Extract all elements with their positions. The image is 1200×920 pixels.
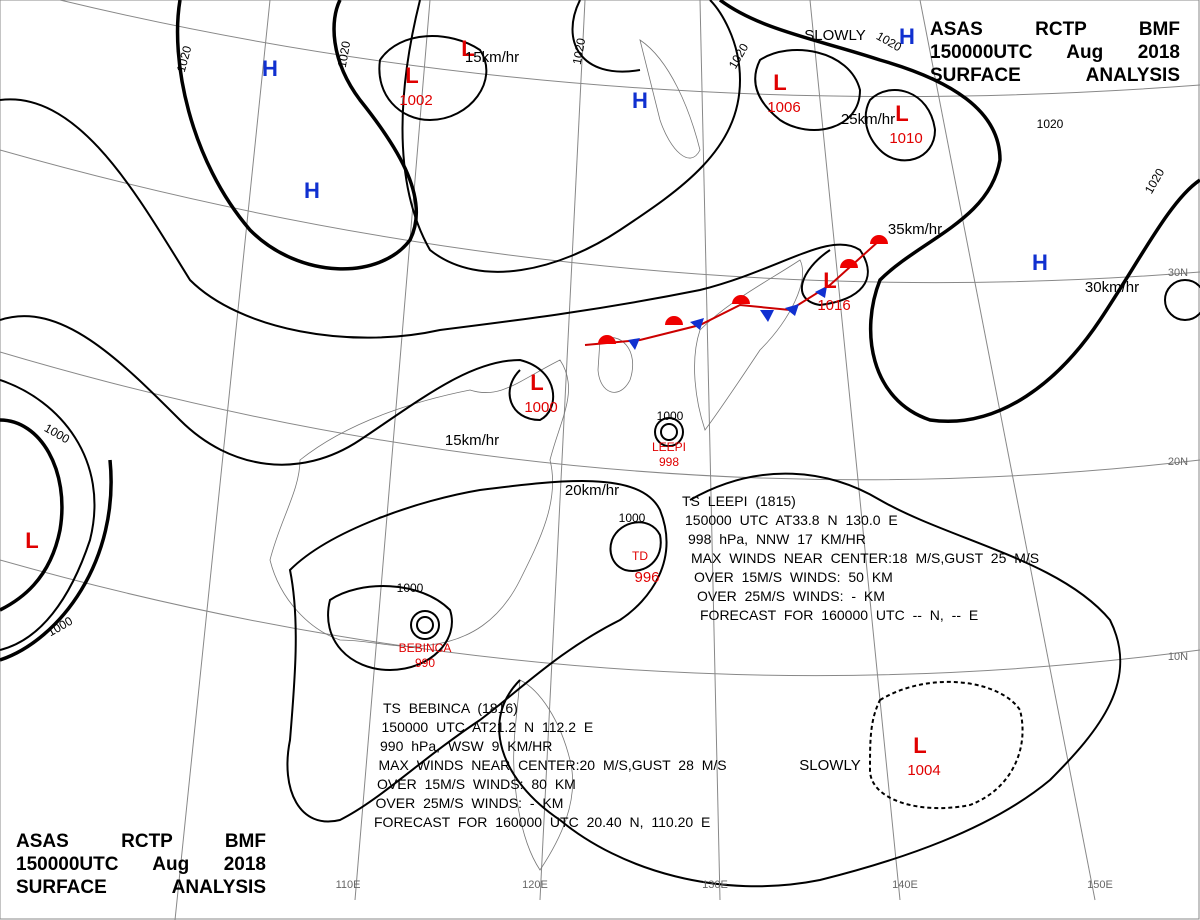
grid-label: 30N [1168, 267, 1188, 279]
storm-pressure: 990 [415, 656, 435, 670]
pressure-center: L [405, 63, 418, 88]
title-line: ASAS RCTP BMF [16, 831, 266, 852]
pressure-value: 1010 [889, 130, 922, 147]
grid-label: 10N [1168, 651, 1188, 663]
storm-name: TD [632, 549, 648, 563]
motion-label: 15km/hr [465, 49, 519, 66]
pressure-center: H [262, 56, 278, 81]
storm-name: BEBINCA [399, 641, 452, 655]
storm-pressure: 996 [634, 569, 659, 586]
motion-label: SLOWLY [804, 27, 865, 44]
pressure-center: H [1032, 250, 1048, 275]
advisory-line: TS LEEPI (1815) [682, 493, 796, 509]
motion-label: SLOWLY [799, 757, 860, 774]
isobar-label: 1000 [397, 581, 424, 595]
title-line: ASAS RCTP BMF [930, 19, 1180, 40]
motion-label: 35km/hr [888, 221, 942, 238]
pressure-center: L [25, 528, 38, 553]
pressure-center: L [823, 268, 836, 293]
isobar-label: 1020 [174, 44, 195, 74]
advisory-line: OVER 15M/S WINDS: 50 KM [694, 569, 893, 585]
pressure-center: L [461, 36, 474, 61]
advisory-line: 990 hPa, WSW 9 KM/HR [380, 738, 552, 754]
advisory-line: FORECAST FOR 160000 UTC 20.40 N, 110.20 … [374, 814, 710, 830]
advisory-line: OVER 25M/S WINDS: - KM [697, 588, 885, 604]
title-bottom: ASAS RCTP BMF 150000UTC Aug 2018 SURFACE… [16, 830, 266, 899]
pressure-center: L [913, 733, 926, 758]
advisory-line: 998 hPa, NNW 17 KM/HR [688, 531, 866, 547]
grid-label: 150E [1087, 879, 1113, 891]
advisory-line: MAX WINDS NEAR CENTER:20 M/S,GUST 28 M/S [379, 757, 727, 773]
advisory-line: 150000 UTC AT33.8 N 130.0 E [685, 512, 898, 528]
motion-label: 25km/hr [841, 111, 895, 128]
advisory-line: 150000 UTC AT21.2 N 112.2 E [382, 719, 594, 735]
grid-label: 120E [522, 879, 548, 891]
motion-label: 15km/hr [445, 432, 499, 449]
grid-label: 110E [336, 879, 361, 891]
title-line: 150000UTC Aug 2018 [930, 42, 1180, 63]
pressure-center: L [530, 370, 543, 395]
title-line: 150000UTC Aug 2018 [16, 854, 266, 875]
title-line: SURFACE ANALYSIS [16, 877, 266, 898]
pressure-center: H [632, 88, 648, 113]
isobar-label: 1000 [657, 409, 684, 423]
grid-label: 140E [892, 879, 918, 891]
storm-name: LEEPI [652, 440, 686, 454]
front [584, 235, 888, 350]
pressure-center: L [773, 70, 786, 95]
isobar-label: 1000 [619, 511, 646, 525]
pressure-value: 1006 [767, 99, 800, 116]
isobar-label: 1020 [570, 37, 588, 66]
pressure-value: 1000 [524, 399, 557, 416]
pressure-value: 1016 [817, 297, 850, 314]
motion-label: 20km/hr [565, 482, 619, 499]
storm-pressure: 998 [659, 455, 679, 469]
isobar-label: 1020 [335, 40, 353, 69]
title-line: SURFACE ANALYSIS [930, 65, 1180, 86]
isobar-label: 1020 [1037, 117, 1064, 131]
pressure-center: L [895, 101, 908, 126]
isobars [0, 0, 1200, 888]
advisory-line: OVER 25M/S WINDS: - KM [376, 795, 564, 811]
grid-label: 130E [702, 879, 728, 891]
motion-label: 30km/hr [1085, 279, 1139, 296]
advisory-line: FORECAST FOR 160000 UTC -- N, -- E [700, 607, 978, 623]
labels: H H H H H L L 1002 L 1006 L 1010 L 1016 L 1000 L L 1004 102… [25, 24, 1188, 891]
coastlines [269, 39, 803, 871]
pressure-center: H [899, 24, 915, 49]
grid-label: 20N [1168, 456, 1188, 468]
pressure-center: H [304, 178, 320, 203]
advisory-line: MAX WINDS NEAR CENTER:18 M/S,GUST 25 M/S [691, 550, 1039, 566]
title-top: ASAS RCTP BMF 150000UTC Aug 2018 SURFACE… [930, 18, 1180, 87]
advisory-line: OVER 15M/S WINDS: 80 KM [377, 776, 576, 792]
advisory-line: TS BEBINCA (1816) [383, 700, 518, 716]
pressure-value: 1002 [399, 92, 432, 109]
pressure-value: 1004 [907, 762, 940, 779]
